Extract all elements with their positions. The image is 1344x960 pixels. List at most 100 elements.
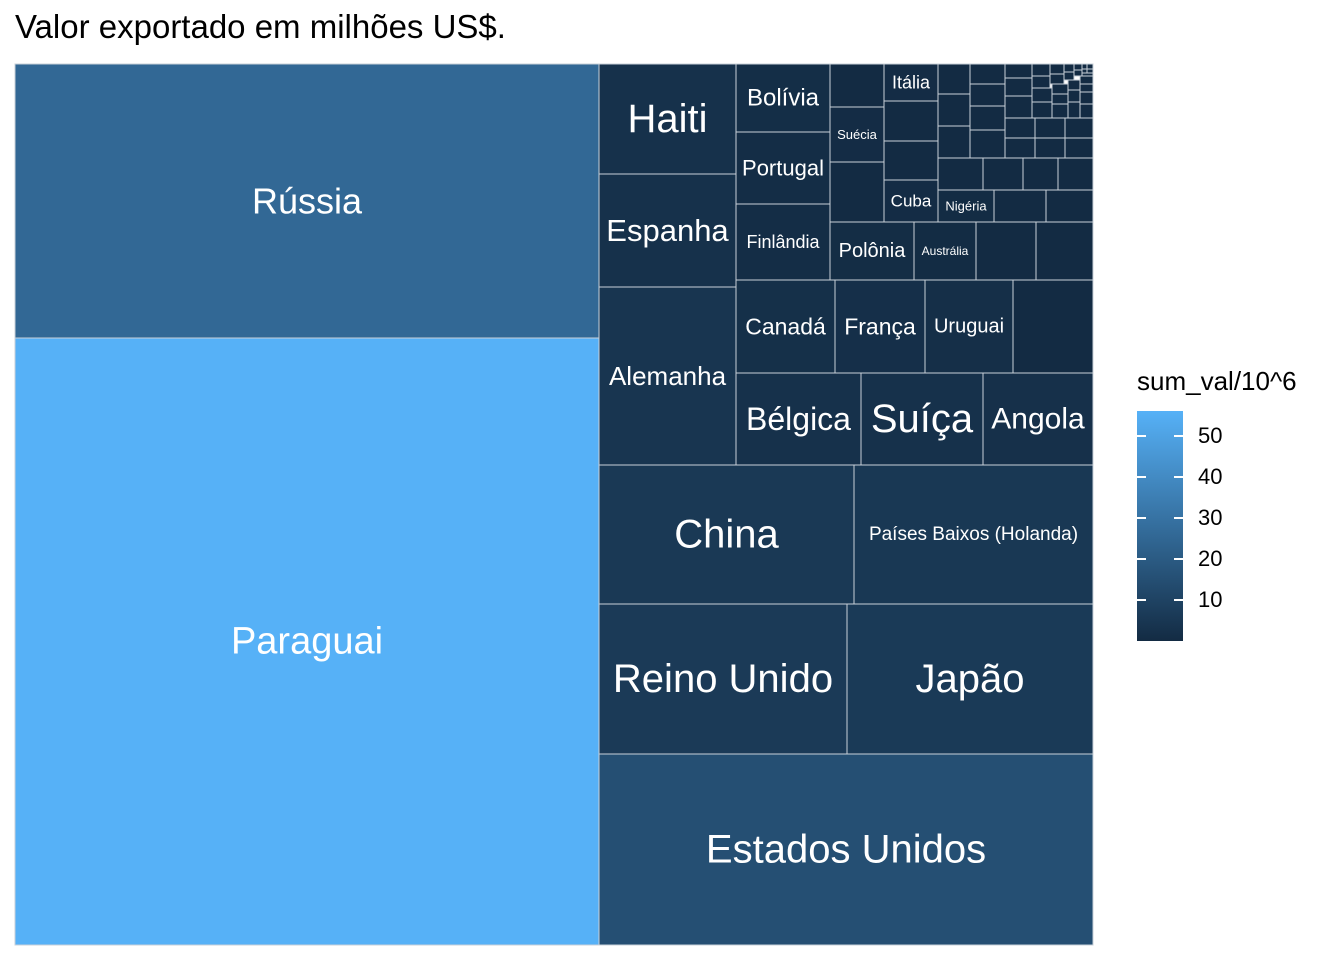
treemap-tile-small: [1045, 189, 1094, 223]
treemap-tile-small: [1022, 157, 1059, 191]
treemap-tile-small: [937, 63, 971, 95]
treemap-tile-italia: [883, 63, 939, 102]
treemap-label-belgica: Bélgica: [746, 401, 851, 437]
treemap-tile-small: [1057, 157, 1094, 191]
treemap-tile-small: [1051, 103, 1069, 119]
treemap-tile-small: [1067, 89, 1081, 103]
treemap-tile-polonia: [829, 221, 915, 281]
treemap-tile-small: [1064, 117, 1094, 139]
treemap-label-china: China: [674, 513, 779, 557]
treemap-tile-small: [1049, 73, 1065, 85]
legend-tick-mark: [1137, 557, 1146, 560]
treemap-tile-small: [969, 129, 1006, 159]
legend-tick-label: 20: [1198, 545, 1223, 571]
treemap-tile-paises-baixos-holanda: [853, 464, 1094, 605]
treemap-tile-small: [1049, 63, 1065, 75]
treemap-tile-cuba: [883, 179, 939, 223]
legend-tick-mark: [1174, 598, 1183, 601]
treemap-tile-angola: [982, 372, 1094, 466]
treemap-tile-small: [1051, 93, 1069, 105]
treemap-tile-small: [1073, 63, 1083, 71]
treemap-tile-small: [1031, 101, 1053, 119]
legend-tick-mark: [1137, 598, 1146, 601]
legend-tick-mark: [1137, 516, 1146, 519]
treemap-label-japao: Japão: [916, 657, 1025, 701]
treemap-tile-bolivia: [735, 63, 831, 133]
treemap-tile-small: [1064, 137, 1094, 159]
treemap-tile-small: [1086, 68, 1094, 74]
treemap-tile-australia: [913, 221, 977, 281]
treemap-tile-small: [1004, 63, 1033, 79]
treemap-tile-china: [598, 464, 855, 605]
treemap-label-paraguai: Paraguai: [231, 621, 383, 663]
treemap-tile-small: [1012, 279, 1094, 374]
treemap-tile-small: [1079, 91, 1094, 105]
treemap-tile-small: [1034, 117, 1066, 139]
treemap-tile-small: [829, 161, 885, 223]
treemap-label-alemanha: Alemanha: [609, 361, 727, 391]
treemap-tile-small: [993, 189, 1047, 223]
treemap-tile-small: [1004, 137, 1036, 159]
treemap-tile-small: [1031, 63, 1051, 77]
treemap-tile-small: [1004, 95, 1033, 119]
treemap-tile-small: [1067, 101, 1081, 119]
treemap-tile-small: [1081, 72, 1094, 77]
treemap-label-uruguai: Uruguai: [934, 316, 1004, 338]
treemap-tile-small: [1073, 69, 1083, 77]
treemap-label-italia: Itália: [892, 73, 931, 93]
treemap-tile-small: [1081, 63, 1088, 70]
treemap-tile-nigeria: [937, 189, 995, 223]
treemap-tile-small: [1067, 79, 1081, 91]
treemap-label-canada: Canadá: [745, 314, 826, 340]
treemap-tile-haiti: [598, 63, 737, 175]
treemap-tile-alemanha: [598, 286, 737, 466]
treemap-tile-small: [982, 157, 1024, 191]
treemap-label-australia: Austrália: [922, 244, 969, 258]
legend-tick-label: 10: [1198, 586, 1223, 612]
treemap-tile-small: [1004, 117, 1036, 139]
treemap-tile-small: [829, 63, 885, 108]
treemap-tile-small: [883, 140, 939, 181]
legend-tick-label: 30: [1198, 504, 1223, 530]
treemap-tile-small: [1031, 75, 1051, 89]
treemap-label-nigeria: Nigéria: [945, 199, 987, 214]
treemap-label-angola: Angola: [991, 403, 1085, 436]
treemap-label-bolivia: Bolívia: [747, 85, 820, 112]
legend-tick-mark: [1174, 516, 1183, 519]
legend-tick-mark: [1137, 434, 1146, 437]
treemap-tile-portugal: [735, 131, 831, 205]
treemap-label-paises-baixos-holanda: Países Baixos (Holanda): [869, 524, 1078, 545]
treemap-tile-small: [937, 125, 971, 159]
treemap-tile-small: [975, 221, 1037, 281]
treemap-tile-small: [1035, 221, 1094, 281]
treemap-tile-small: [1063, 71, 1075, 81]
treemap-label-suica: Suíça: [871, 397, 974, 441]
legend-tick-mark: [1137, 475, 1146, 478]
treemap-label-haiti: Haiti: [627, 97, 707, 141]
treemap-label-espanha: Espanha: [606, 213, 729, 248]
treemap-tile-small: [1086, 63, 1094, 70]
treemap-tile-russia: [14, 63, 600, 339]
treemap-tile-small: [1031, 87, 1053, 103]
treemap-label-russia: Rússia: [252, 181, 363, 222]
treemap-label-suecia: Suécia: [837, 127, 878, 142]
legend-tick-label: 50: [1198, 422, 1223, 448]
treemap-tile-canada: [735, 279, 836, 374]
treemap-tile-finlandia: [735, 203, 831, 281]
treemap-tile-small: [969, 105, 1006, 131]
chart-title: Valor exportado em milhões US$.: [15, 8, 506, 45]
legend-title: sum_val/10^6: [1137, 366, 1297, 396]
treemap-tile-small: [937, 157, 984, 191]
treemap-tile-small: [1063, 63, 1075, 73]
treemap-tile-paraguai: [14, 337, 600, 946]
treemap-tile-small: [1034, 137, 1066, 159]
legend-tick-label: 40: [1198, 463, 1223, 489]
treemap-tile-reino-unido: [598, 603, 848, 755]
treemap-tile-small: [1079, 75, 1094, 85]
treemap-tile-espanha: [598, 173, 737, 288]
legend-tick-mark: [1174, 434, 1183, 437]
treemap-label-cuba: Cuba: [891, 192, 932, 211]
treemap-label-portugal: Portugal: [742, 156, 824, 181]
treemap-label-reino-unido: Reino Unido: [613, 657, 833, 701]
treemap-tile-small: [969, 83, 1006, 107]
